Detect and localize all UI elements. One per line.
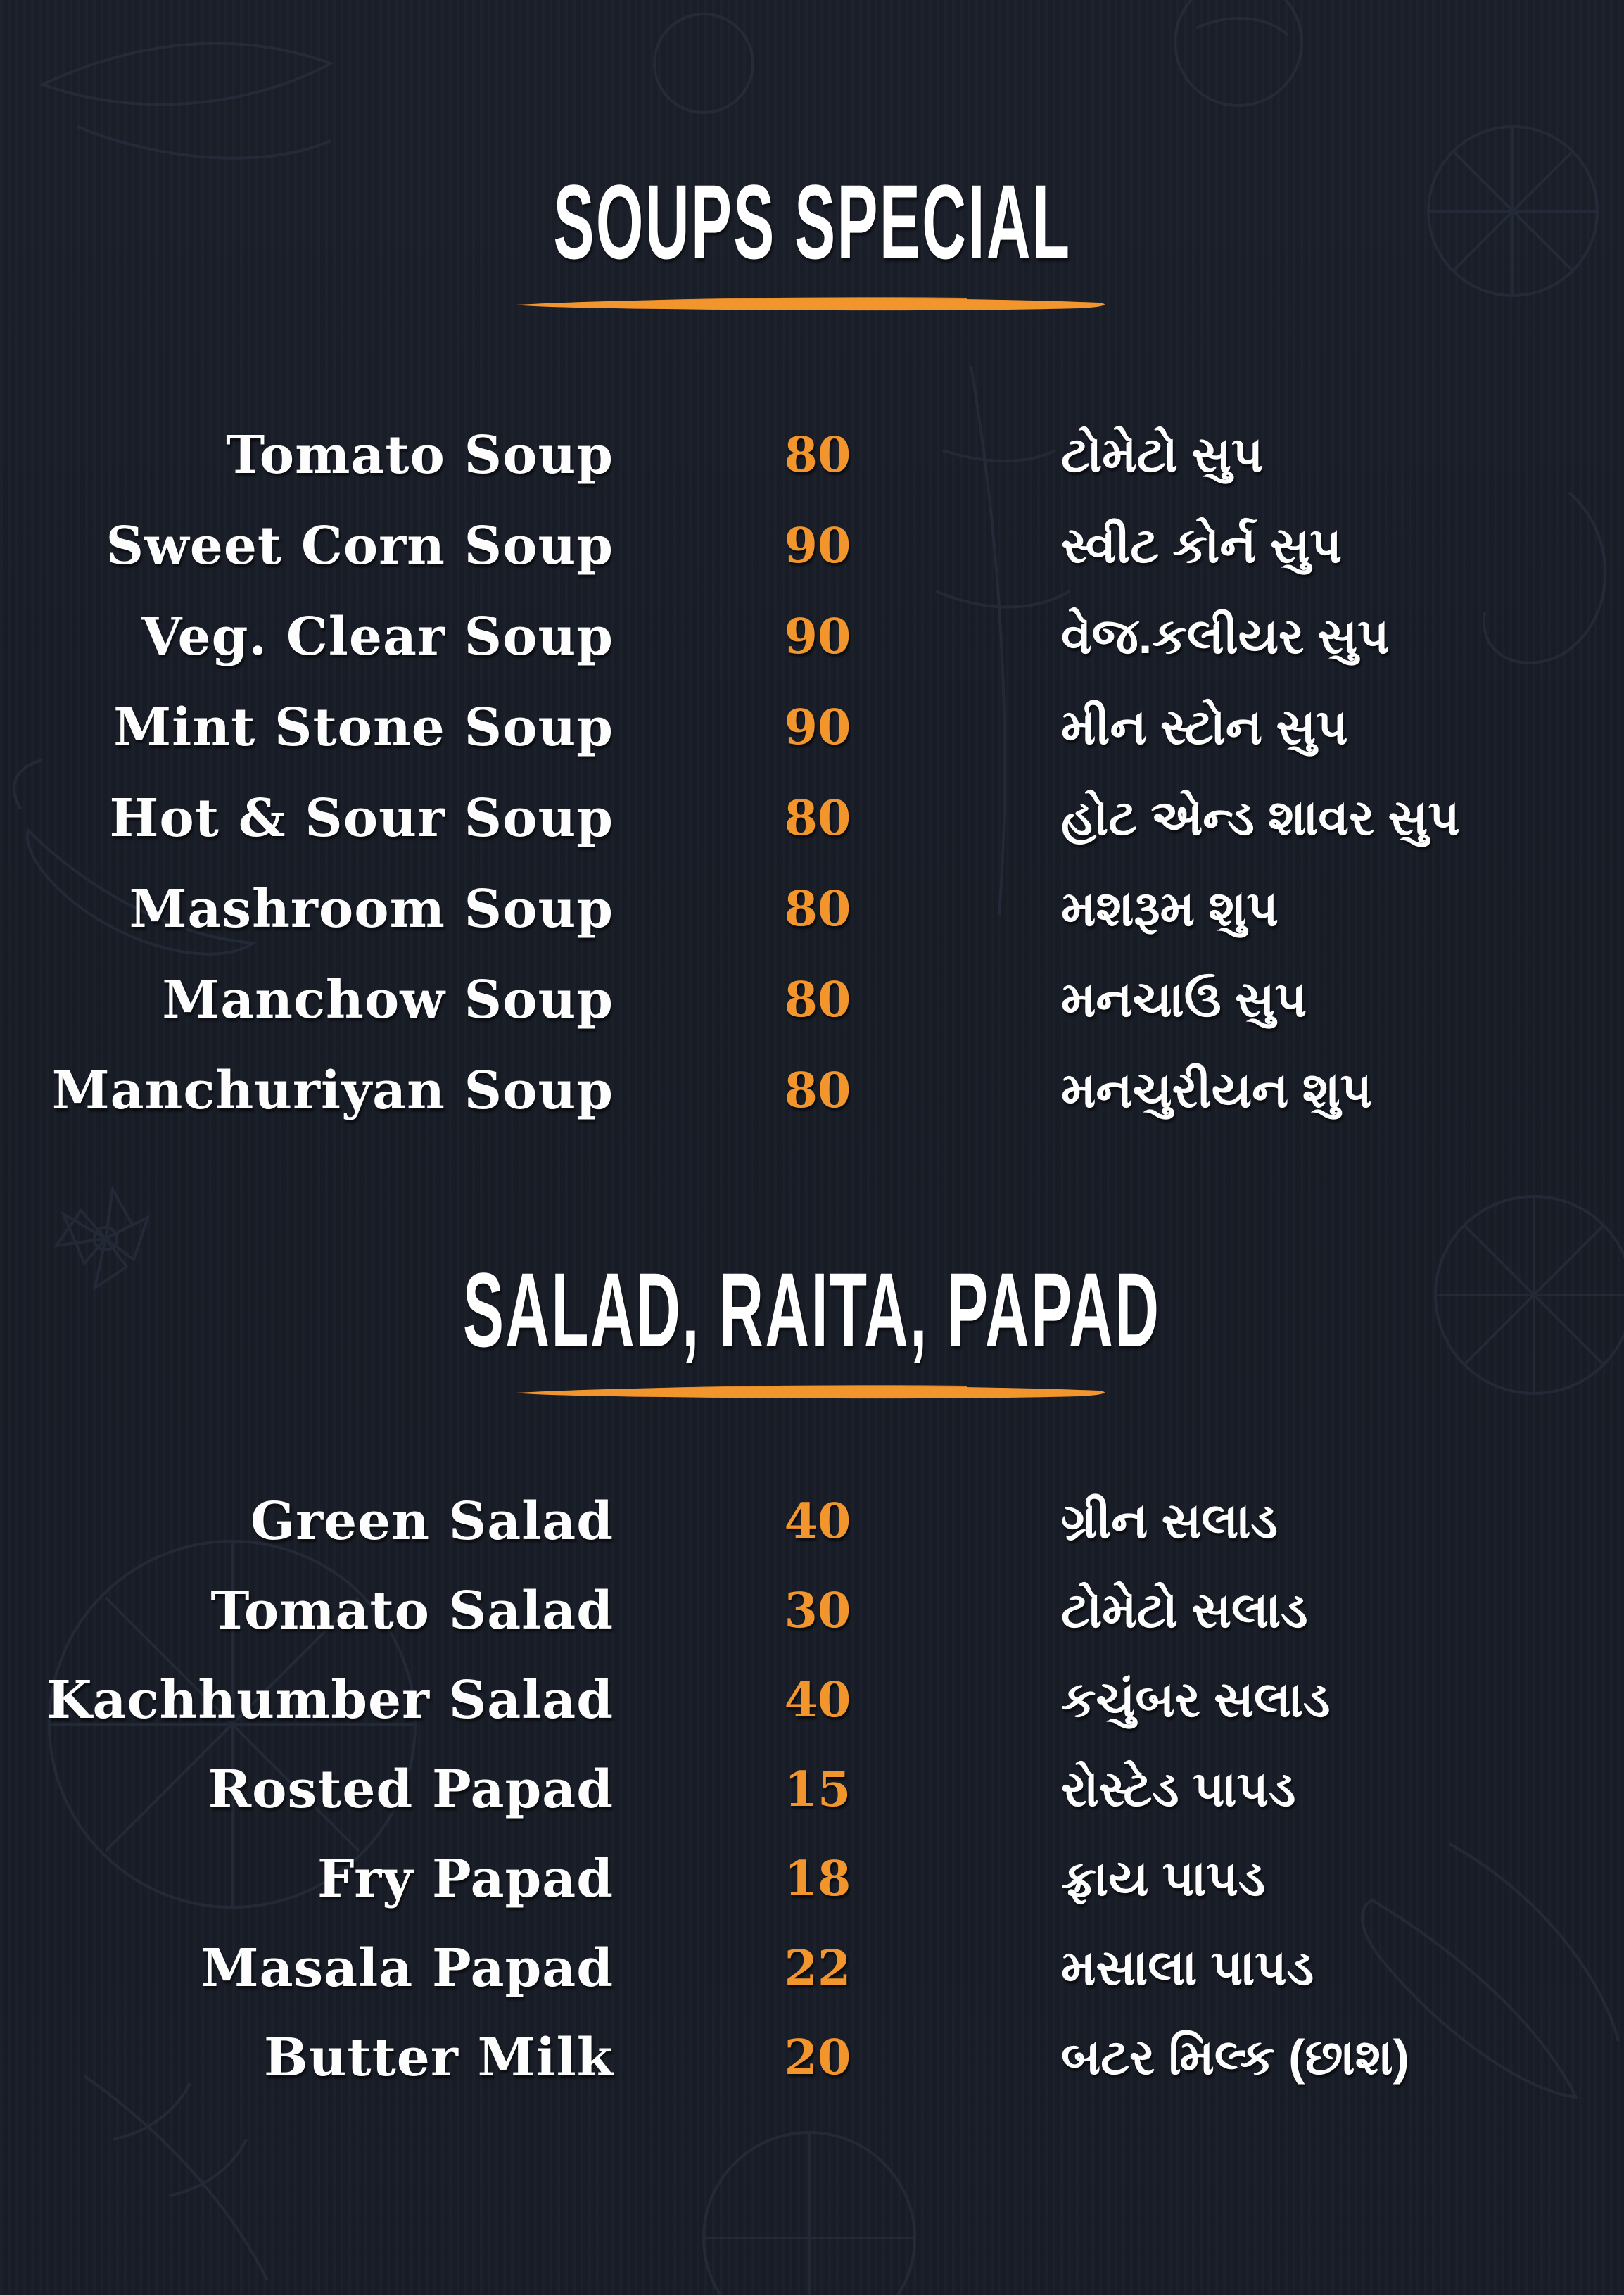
item-price: 80: [784, 1062, 851, 1119]
menu-item-row: Kachhumber Salad 40 કચુંબર સલાડ: [0, 1655, 1624, 1745]
menu-rows-soups: Tomato Soup 80 ટોમેટો સુપ Sweet Corn Sou…: [0, 410, 1624, 1136]
menu-item-row: Rosted Papad 15 રોસ્ટેડ પાપડ: [0, 1745, 1624, 1834]
item-name-english: Green Salad: [250, 1491, 614, 1552]
title-underline-brush: [0, 294, 1624, 312]
item-name-gujarati: સ્વીટ કોર્ન સુપ: [1061, 517, 1343, 573]
section-title-text: SALAD, RAITA, PAPAD: [463, 1251, 1161, 1369]
item-name-gujarati: ટોમેટો સુપ: [1061, 426, 1264, 482]
menu-item-row: Mint Stone Soup 90 મીન સ્ટોન સુપ: [0, 682, 1624, 773]
item-price: 90: [784, 699, 851, 756]
item-name-gujarati: ગ્રીન સલાડ: [1061, 1493, 1278, 1548]
item-price: 18: [784, 1850, 851, 1907]
item-name-english: Masala Papad: [201, 1937, 614, 1999]
section-title-text: SOUPS SPECIAL: [553, 163, 1071, 281]
item-name-gujarati: બટર મિલ્ક (છાશ): [1061, 2029, 1409, 2085]
item-name-english: Tomato Soup: [226, 424, 614, 486]
menu-section-soups: SOUPS SPECIAL Tomato Soup 80 ટોમેટો સુપ …: [0, 169, 1624, 1136]
menu-item-row: Butter Milk 20 બટર મિલ્ક (છાશ): [0, 2013, 1624, 2102]
item-name-gujarati: મનચુરીયન શુપ: [1061, 1062, 1373, 1118]
item-price: 80: [784, 426, 851, 483]
menu-item-row: Tomato Soup 80 ટોમેટો સુપ: [0, 410, 1624, 500]
item-name-gujarati: મીન સ્ટોન સુપ: [1061, 699, 1348, 754]
item-name-english: Mint Stone Soup: [113, 697, 614, 758]
menu-item-row: Hot & Sour Soup 80 હોટ એન્ડ શાવર સુપ: [0, 773, 1624, 864]
item-price: 90: [784, 517, 851, 574]
menu-item-row: Fry Papad 18 ફ્રાય પાપડ: [0, 1834, 1624, 1923]
item-name-english: Veg. Clear Soup: [141, 606, 614, 667]
item-name-english: Hot & Sour Soup: [109, 788, 614, 849]
item-price: 30: [784, 1582, 851, 1639]
item-name-english: Rosted Papad: [208, 1759, 614, 1820]
item-name-gujarati: વેજ.કલીયર સુપ: [1061, 608, 1390, 664]
item-name-english: Sweet Corn Soup: [106, 515, 614, 576]
item-name-english: Manchow Soup: [162, 969, 614, 1030]
item-name-english: Mashroom Soup: [129, 878, 614, 940]
item-name-gujarati: ફ્રાય પાપડ: [1061, 1850, 1266, 1906]
item-name-english: Manchuriyan Soup: [51, 1060, 614, 1121]
title-underline-brush: [0, 1382, 1624, 1401]
item-name-gujarati: હોટ એન્ડ શાવર સુપ: [1061, 790, 1460, 845]
menu-item-row: Mashroom Soup 80 મશરૂમ શુપ: [0, 864, 1624, 954]
item-name-gujarati: મનચાઉ સુપ: [1061, 971, 1307, 1027]
section-title-salad: SALAD, RAITA, PAPAD: [0, 1257, 1624, 1363]
item-price: 80: [784, 790, 851, 847]
section-title-soups: SOUPS SPECIAL: [0, 169, 1624, 274]
item-name-gujarati: રોસ્ટેડ પાપડ: [1061, 1761, 1296, 1816]
menu-rows-salad: Green Salad 40 ગ્રીન સલાડ Tomato Salad 3…: [0, 1477, 1624, 2102]
item-name-english: Kachhumber Salad: [46, 1669, 614, 1731]
menu-item-row: Veg. Clear Soup 90 વેજ.કલીયર સુપ: [0, 591, 1624, 682]
item-name-english: Fry Papad: [317, 1848, 614, 1909]
item-name-english: Butter Milk: [264, 2027, 614, 2088]
menu-section-salad-raita-papad: SALAD, RAITA, PAPAD Green Salad 40 ગ્રીન…: [0, 1257, 1624, 2102]
menu-item-row: Tomato Salad 30 ટોમેટો સલાડ: [0, 1566, 1624, 1655]
item-name-gujarati: મશરૂમ શુપ: [1061, 880, 1279, 936]
item-price: 20: [784, 2029, 851, 2086]
item-price: 80: [784, 880, 851, 937]
item-name-gujarati: ટોમેટો સલાડ: [1061, 1582, 1308, 1638]
item-price: 90: [784, 608, 851, 665]
item-price: 80: [784, 971, 851, 1028]
item-name-gujarati: મસાલા પાપડ: [1061, 1940, 1314, 1995]
item-price: 40: [784, 1493, 851, 1550]
menu-item-row: Masala Papad 22 મસાલા પાપડ: [0, 1923, 1624, 2013]
item-name-english: Tomato Salad: [210, 1580, 614, 1641]
item-price: 22: [784, 1940, 851, 1997]
menu-item-row: Sweet Corn Soup 90 સ્વીટ કોર્ન સુપ: [0, 500, 1624, 591]
item-name-gujarati: કચુંબર સલાડ: [1061, 1671, 1331, 1727]
item-price: 15: [784, 1761, 851, 1818]
menu-item-row: Manchuriyan Soup 80 મનચુરીયન શુપ: [0, 1045, 1624, 1136]
menu-item-row: Manchow Soup 80 મનચાઉ સુપ: [0, 954, 1624, 1045]
item-price: 40: [784, 1671, 851, 1728]
menu-item-row: Green Salad 40 ગ્રીન સલાડ: [0, 1477, 1624, 1566]
menu-content: SOUPS SPECIAL Tomato Soup 80 ટોમેટો સુપ …: [0, 169, 1624, 2102]
